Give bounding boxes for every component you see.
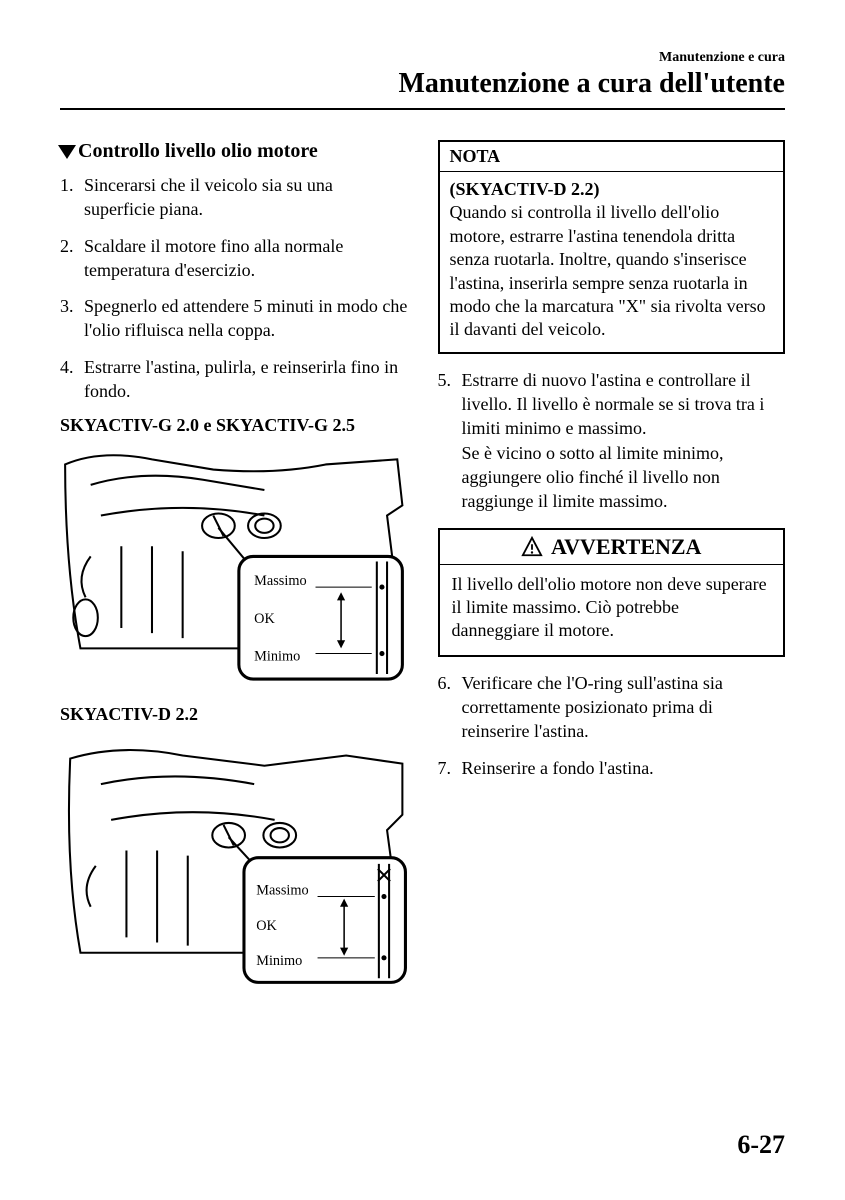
label-ok: OK — [254, 611, 275, 627]
step-num: 5. — [438, 368, 462, 514]
label-min: Minimo — [254, 649, 300, 665]
figure1-title: SKYACTIV-G 2.0 e SKYACTIV-G 2.5 — [60, 415, 408, 436]
header-rule — [60, 108, 785, 110]
step-num: 1. — [60, 173, 84, 222]
figure1: Massimo OK Minimo — [60, 444, 408, 689]
note-box: NOTA (SKYACTIV-D 2.2) Quando si controll… — [438, 140, 786, 354]
label-max: Massimo — [256, 882, 308, 898]
step-text: Spegnerlo ed attendere 5 minuti in modo … — [84, 294, 408, 343]
step-1: 1. Sincerarsi che il veicolo sia su una … — [60, 173, 408, 222]
step-num: 6. — [438, 671, 462, 744]
section-heading-text: Controllo livello olio motore — [78, 140, 318, 163]
step-text: Reinserire a fondo l'astina. — [462, 756, 654, 780]
note-title: NOTA — [440, 142, 784, 172]
page-header: Manutenzione e cura Manutenzione a cura … — [60, 50, 785, 100]
step-4: 4. Estrarre l'astina, pulirla, e reinser… — [60, 355, 408, 404]
warning-title: AVVERTENZA — [440, 530, 784, 565]
right-column: NOTA (SKYACTIV-D 2.2) Quando si controll… — [438, 140, 786, 1002]
step-num: 4. — [60, 355, 84, 404]
warning-box: AVVERTENZA Il livello dell'olio motore n… — [438, 528, 786, 657]
step-text: Estrarre di nuovo l'astina e controllare… — [462, 368, 786, 514]
label-max: Massimo — [254, 573, 306, 589]
step-7: 7. Reinserire a fondo l'astina. — [438, 756, 786, 780]
step-6: 6. Verificare che l'O-ring sull'astina s… — [438, 671, 786, 744]
label-min: Minimo — [256, 953, 302, 969]
step-text: Verificare che l'O-ring sull'astina sia … — [462, 671, 786, 744]
step-num: 3. — [60, 294, 84, 343]
step-text: Scaldare il motore fino alla normale tem… — [84, 234, 408, 283]
warning-icon — [521, 536, 543, 558]
header-chapter: Manutenzione e cura — [60, 50, 785, 66]
note-text: Quando si controlla il livello dell'olio… — [450, 202, 766, 339]
section-heading: Controllo livello olio motore — [60, 140, 408, 163]
step-num: 7. — [438, 756, 462, 780]
step-text: Estrarre l'astina, pulirla, e reinserirl… — [84, 355, 408, 404]
note-body: (SKYACTIV-D 2.2) Quando si controlla il … — [440, 172, 784, 352]
step-text: Sincerarsi che il veicolo sia su una sup… — [84, 173, 408, 222]
step-5: 5. Estrarre di nuovo l'astina e controll… — [438, 368, 786, 514]
header-section: Manutenzione a cura dell'utente — [60, 68, 785, 100]
warning-title-text: AVVERTENZA — [551, 534, 701, 560]
left-column: Controllo livello olio motore 1. Sincera… — [60, 140, 408, 1002]
triangle-icon — [58, 145, 76, 159]
step-2: 2. Scaldare il motore fino alla normale … — [60, 234, 408, 283]
figure2: Massimo OK Minimo — [60, 733, 408, 989]
note-subtitle: (SKYACTIV-D 2.2) — [450, 179, 600, 199]
warning-body: Il livello dell'olio motore non deve sup… — [440, 565, 784, 655]
step-num: 2. — [60, 234, 84, 283]
figure2-title: SKYACTIV-D 2.2 — [60, 704, 408, 725]
page-number: 6-27 — [737, 1130, 785, 1160]
label-ok: OK — [256, 918, 277, 934]
step-3: 3. Spegnerlo ed attendere 5 minuti in mo… — [60, 294, 408, 343]
